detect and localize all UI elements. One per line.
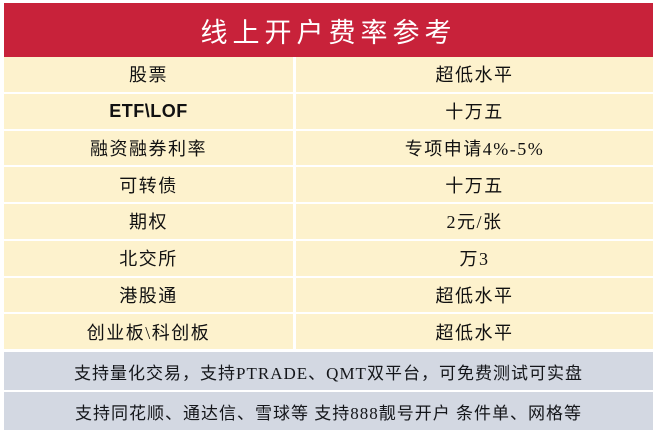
rate-label: 港股通 (4, 277, 293, 313)
rate-label: 创业板\科创板 (4, 314, 293, 349)
footer-notes: 支持量化交易，支持PTRADE、QMT双平台，可免费测试可实盘 支持同花顺、通达… (4, 352, 653, 430)
rate-label: 北交所 (4, 240, 293, 276)
rate-label: ETF\LOF (4, 93, 293, 129)
table-row: 北交所 万3 (4, 240, 653, 276)
rate-value: 十万五 (296, 167, 653, 202)
rate-label: 股票 (4, 57, 293, 92)
page-title: 线上开户费率参考 (200, 17, 457, 48)
rate-value: 超低水平 (296, 277, 653, 313)
rate-table: 股票 超低水平 ETF\LOF 十万五 融资融券利率 专项申请4%-5% 可转债… (4, 57, 653, 349)
rate-value: 专项申请4%-5% (296, 130, 653, 166)
rate-label: 期权 (4, 204, 293, 239)
rate-value: 超低水平 (296, 314, 653, 349)
rate-value: 超低水平 (296, 57, 653, 92)
title-banner: 线上开户费率参考 (4, 3, 653, 57)
footer-note-line: 支持同花顺、通达信、雪球等 支持888靓号开户 条件单、网格等 (4, 392, 653, 430)
table-row: 期权 2元/张 (4, 204, 653, 239)
rate-value: 十万五 (296, 93, 653, 129)
table-row: 可转债 十万五 (4, 167, 653, 202)
table-row: 港股通 超低水平 (4, 277, 653, 313)
rate-label: 融资融券利率 (4, 130, 293, 166)
footer-note-line: 支持量化交易，支持PTRADE、QMT双平台，可免费测试可实盘 (4, 352, 653, 390)
rate-value: 万3 (296, 240, 653, 276)
rate-value: 2元/张 (296, 204, 653, 239)
table-row: 融资融券利率 专项申请4%-5% (4, 130, 653, 166)
table-row: 股票 超低水平 (4, 57, 653, 92)
table-row: ETF\LOF 十万五 (4, 93, 653, 129)
rate-label: 可转债 (4, 167, 293, 202)
table-row: 创业板\科创板 超低水平 (4, 314, 653, 349)
